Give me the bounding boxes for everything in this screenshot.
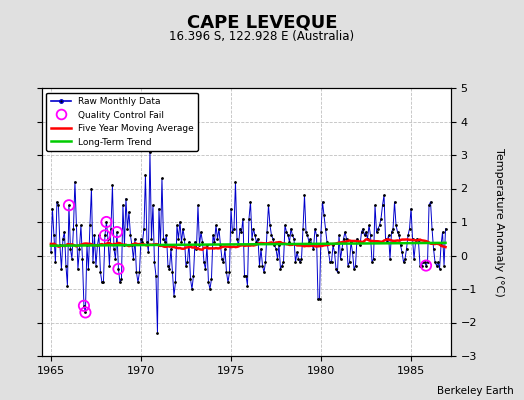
Point [422, 262, 430, 269]
Point [113, 229, 121, 235]
Text: CAPE LEVEQUE: CAPE LEVEQUE [187, 14, 337, 32]
Text: Berkeley Earth: Berkeley Earth [437, 386, 514, 396]
Text: 16.396 S, 122.928 E (Australia): 16.396 S, 122.928 E (Australia) [169, 30, 355, 43]
Point [114, 266, 123, 272]
Point [65, 202, 73, 208]
Point [80, 302, 88, 309]
Y-axis label: Temperature Anomaly (°C): Temperature Anomaly (°C) [494, 148, 504, 296]
Point [101, 232, 109, 238]
Legend: Raw Monthly Data, Quality Control Fail, Five Year Moving Average, Long-Term Tren: Raw Monthly Data, Quality Control Fail, … [47, 92, 198, 151]
Point [81, 309, 90, 316]
Point [102, 219, 111, 225]
